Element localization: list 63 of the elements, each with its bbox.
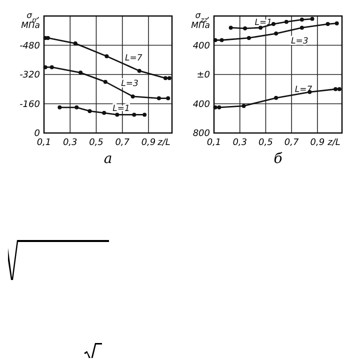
x-tick-label: 0,3 xyxy=(232,138,248,148)
point xyxy=(246,36,251,40)
x-tick-label: 0,1 xyxy=(206,138,222,148)
point xyxy=(88,109,92,114)
point xyxy=(220,38,224,42)
y-axis-title: σ$_{rr}$, МПа xyxy=(21,11,40,31)
point xyxy=(334,21,339,26)
x-tick-label: 0,5 xyxy=(89,138,104,148)
point xyxy=(271,22,276,26)
point xyxy=(310,16,314,21)
y-tick-label: 400 xyxy=(192,41,210,52)
x-tick-label: 0,7 xyxy=(115,138,130,148)
point xyxy=(102,110,106,115)
x-axis-title: z/L xyxy=(156,138,170,148)
x-axis-title: z/L xyxy=(326,138,340,148)
text: б xyxy=(274,151,283,167)
point xyxy=(274,32,278,36)
point xyxy=(167,76,172,80)
point xyxy=(284,20,288,24)
point xyxy=(217,105,222,110)
point xyxy=(274,96,278,100)
series-label: L=7 xyxy=(294,84,313,95)
point xyxy=(132,112,136,117)
y-tick-label: -320 xyxy=(20,70,40,81)
y-axis-title: σ$_{zz}$, МПа xyxy=(191,11,210,31)
point xyxy=(163,76,168,80)
y-tick-label: -160 xyxy=(20,100,40,110)
point xyxy=(228,26,233,30)
point xyxy=(73,41,78,46)
point xyxy=(337,87,342,92)
text: а xyxy=(104,151,112,167)
point xyxy=(50,65,54,70)
point xyxy=(213,105,218,110)
point xyxy=(43,65,48,70)
x-tick-label: 0,1 xyxy=(36,138,52,148)
point xyxy=(300,18,304,22)
point xyxy=(243,26,248,30)
x-tick-label: 0,9 xyxy=(141,138,156,148)
y-tick-label: 800 xyxy=(192,129,210,140)
point xyxy=(156,96,161,100)
point xyxy=(334,87,338,92)
y-tick-label: 0 xyxy=(34,129,40,140)
point xyxy=(137,68,142,73)
point xyxy=(58,105,62,110)
point xyxy=(130,94,135,98)
x-tick-label: 0,5 xyxy=(258,138,274,148)
point xyxy=(242,104,246,108)
series-label: L=7 xyxy=(125,54,143,64)
point xyxy=(166,96,170,100)
x-tick-label: 0,7 xyxy=(284,138,299,148)
point xyxy=(103,80,108,84)
y-tick-label: -480 xyxy=(20,41,40,52)
point xyxy=(326,22,330,26)
point xyxy=(78,70,83,75)
point xyxy=(104,54,109,58)
point xyxy=(142,112,147,117)
x-tick-label: 0,3 xyxy=(62,138,78,148)
point xyxy=(213,38,218,42)
point xyxy=(300,26,304,30)
y-tick-label: 400 xyxy=(192,100,210,110)
y-tick-label: ±0 xyxy=(196,70,210,81)
x-tick-label: 0,9 xyxy=(310,138,325,148)
point xyxy=(74,105,79,110)
